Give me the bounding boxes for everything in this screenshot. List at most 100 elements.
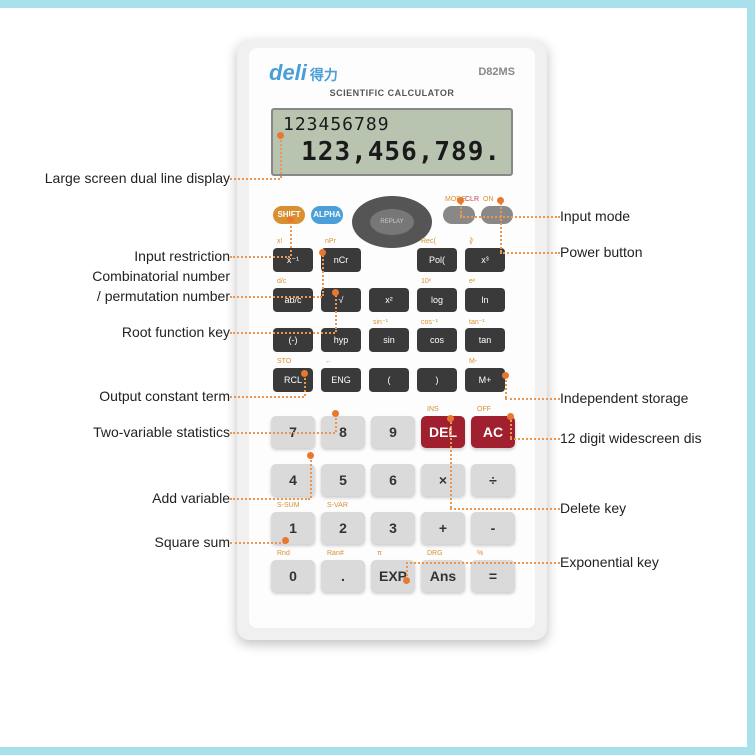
key-superscript: OFF [477,406,491,413]
leader-line [230,542,285,544]
key-superscript: tan⁻¹ [469,318,485,326]
function-key[interactable]: √ [321,288,361,312]
number-key[interactable]: × [421,464,465,496]
screen-line-2: 123,456,789. [283,137,501,167]
callout-label: Input mode [560,208,630,224]
callout-label: Exponential key [560,554,659,570]
screen-line-1: 123456789 [283,114,501,135]
number-key[interactable]: 9 [371,416,415,448]
function-key[interactable]: sin [369,328,409,352]
key-superscript: eˣ [469,278,475,285]
function-key[interactable]: log [417,288,457,312]
leader-line [230,256,290,258]
number-key[interactable]: 3 [371,512,415,544]
number-key[interactable]: 5 [321,464,365,496]
key-superscript: INS [427,406,439,413]
number-key[interactable]: 1 [271,512,315,544]
leader-dot [319,249,326,256]
number-key[interactable]: 6 [371,464,415,496]
leader-line [450,418,452,508]
leader-line [505,398,560,400]
callout-label: Two-variable statistics [93,424,230,440]
leader-dot [277,132,284,139]
callout-label: 12 digit widescreen dis [560,430,702,446]
key-superscript: x! [277,238,282,245]
callout-label: Large screen dual line display [45,170,230,186]
number-key[interactable]: ÷ [471,464,515,496]
function-key[interactable]: x³ [465,248,505,272]
number-key[interactable]: 4 [271,464,315,496]
leader-line [460,216,560,218]
function-key[interactable]: ) [417,368,457,392]
key-superscript: sin⁻¹ [373,318,388,326]
key-superscript: Rec( [421,238,436,245]
frame-border-top [0,0,755,8]
leader-line [500,200,502,252]
key-superscript: ON [483,196,494,203]
leader-dot [497,197,504,204]
leader-line [406,562,560,564]
callout-label: Square sum [155,534,230,550]
function-key[interactable]: ab/c [273,288,313,312]
key-superscript: % [477,550,483,557]
leader-dot [457,197,464,204]
small-key[interactable]: ALPHA [311,206,343,224]
frame-border-right [747,0,755,755]
number-key[interactable]: . [321,560,365,592]
number-key[interactable]: 2 [321,512,365,544]
callout-label: Combinatorial number [92,268,230,284]
leader-dot [332,289,339,296]
leader-line [500,252,560,254]
key-superscript: ← [325,358,332,365]
control-key[interactable]: DEL [421,416,465,448]
function-key[interactable]: x⁻¹ [273,248,313,272]
callout-label: Independent storage [560,390,688,406]
calculator-subtitle: SCIENTIFIC CALCULATOR [249,88,535,98]
leader-line [510,438,560,440]
number-key[interactable]: + [421,512,465,544]
function-key[interactable]: x² [369,288,409,312]
calculator-face: deli得力 D82MS SCIENTIFIC CALCULATOR 12345… [249,48,535,628]
function-key[interactable]: ENG [321,368,361,392]
function-key[interactable]: M+ [465,368,505,392]
callout-label: Add variable [152,490,230,506]
key-superscript: d/c [277,278,286,285]
leader-line [450,508,560,510]
leader-line [280,135,282,178]
small-key[interactable] [481,206,513,224]
function-key[interactable]: Pol( [417,248,457,272]
number-key[interactable]: EXP [371,560,415,592]
function-key[interactable]: ( [369,368,409,392]
key-superscript: CLR [465,196,479,203]
leader-line [322,252,324,296]
leader-line [230,432,335,434]
leader-line [310,455,312,498]
key-superscript: DRG [427,550,443,557]
leader-line [230,296,322,298]
leader-line [230,332,335,334]
number-key[interactable]: 0 [271,560,315,592]
callout-label: Root function key [122,324,230,340]
function-key[interactable]: tan [465,328,505,352]
leader-dot [282,537,289,544]
leader-dot [307,452,314,459]
leader-dot [502,372,509,379]
lcd-screen: 123456789 123,456,789. [271,108,513,176]
key-superscript: S-VAR [327,502,348,509]
small-key[interactable] [443,206,475,224]
function-key[interactable]: cos [417,328,457,352]
callout-label: Power button [560,244,643,260]
leader-dot [287,216,294,223]
key-superscript: S-SUM [277,502,300,509]
number-key[interactable]: - [471,512,515,544]
key-superscript: STO [277,358,291,365]
function-key[interactable]: ln [465,288,505,312]
key-superscript: Ran# [327,550,344,557]
control-key[interactable]: AC [471,416,515,448]
dpad[interactable]: REPLAY [352,196,432,248]
number-key[interactable]: Ans [421,560,465,592]
number-key[interactable]: = [471,560,515,592]
key-superscript: cos⁻¹ [421,318,438,326]
function-key[interactable]: nCr [321,248,361,272]
key-superscript: M- [469,358,477,365]
